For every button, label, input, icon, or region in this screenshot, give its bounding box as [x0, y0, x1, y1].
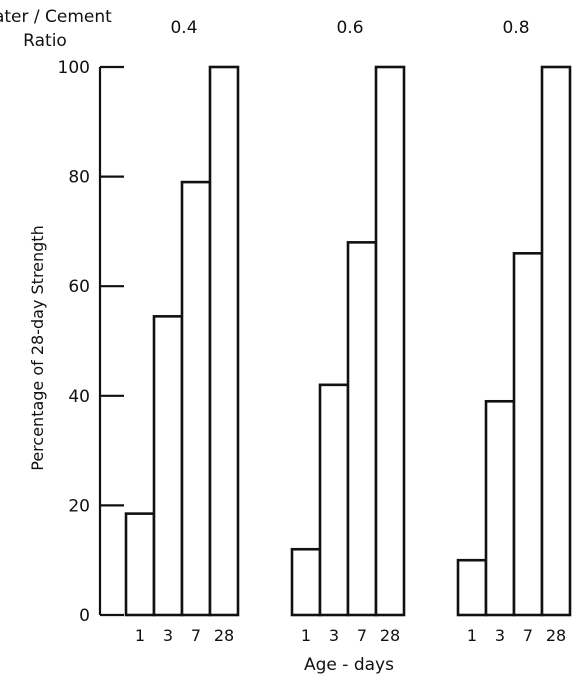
y-tick-label: 0 — [79, 606, 90, 626]
bar-2-28 — [540, 65, 572, 617]
x-tick-label: 28 — [214, 626, 234, 645]
bar-0-7 — [180, 180, 212, 617]
group-label-0: 0.4 — [170, 18, 197, 38]
y-tick-label: 60 — [68, 277, 90, 297]
x-tick-label: 7 — [357, 626, 367, 645]
x-tick-label: 28 — [546, 626, 566, 645]
x-tick-label: 1 — [467, 626, 477, 645]
x-tick-label: 3 — [495, 626, 505, 645]
x-tick-label: 7 — [523, 626, 533, 645]
x-tick-label: 1 — [135, 626, 145, 645]
x-tick-label: 7 — [191, 626, 201, 645]
y-tick-label: 100 — [58, 58, 90, 78]
y-tick-label: 80 — [68, 168, 90, 188]
y-tick-label: 20 — [68, 496, 90, 516]
y-axis-label: Percentage of 28-day Strength — [28, 225, 47, 470]
bar-1-3 — [318, 383, 350, 617]
x-tick-label: 3 — [329, 626, 339, 645]
bar-2-1 — [456, 558, 488, 617]
bar-0-1 — [124, 512, 156, 617]
bar-1-7 — [346, 241, 378, 617]
group-label-1: 0.6 — [336, 18, 363, 38]
x-tick-label: 1 — [301, 626, 311, 645]
x-tick-label: 28 — [380, 626, 400, 645]
bar-1-1 — [290, 547, 322, 617]
bar-0-3 — [152, 315, 184, 617]
bar-0-28 — [208, 65, 240, 617]
group-title-line: Water / Cement — [0, 7, 112, 27]
y-tick-label: 40 — [68, 387, 90, 407]
bar-2-7 — [512, 252, 544, 617]
x-tick-label: 3 — [163, 626, 173, 645]
group-label-2: 0.8 — [502, 18, 529, 38]
group-title: Water / Cement Ratio — [0, 7, 112, 51]
x-axis-label: Age - days — [304, 655, 394, 675]
bar-2-3 — [484, 399, 516, 617]
group-title-line: Ratio — [23, 31, 67, 51]
bar-1-28 — [374, 65, 406, 617]
